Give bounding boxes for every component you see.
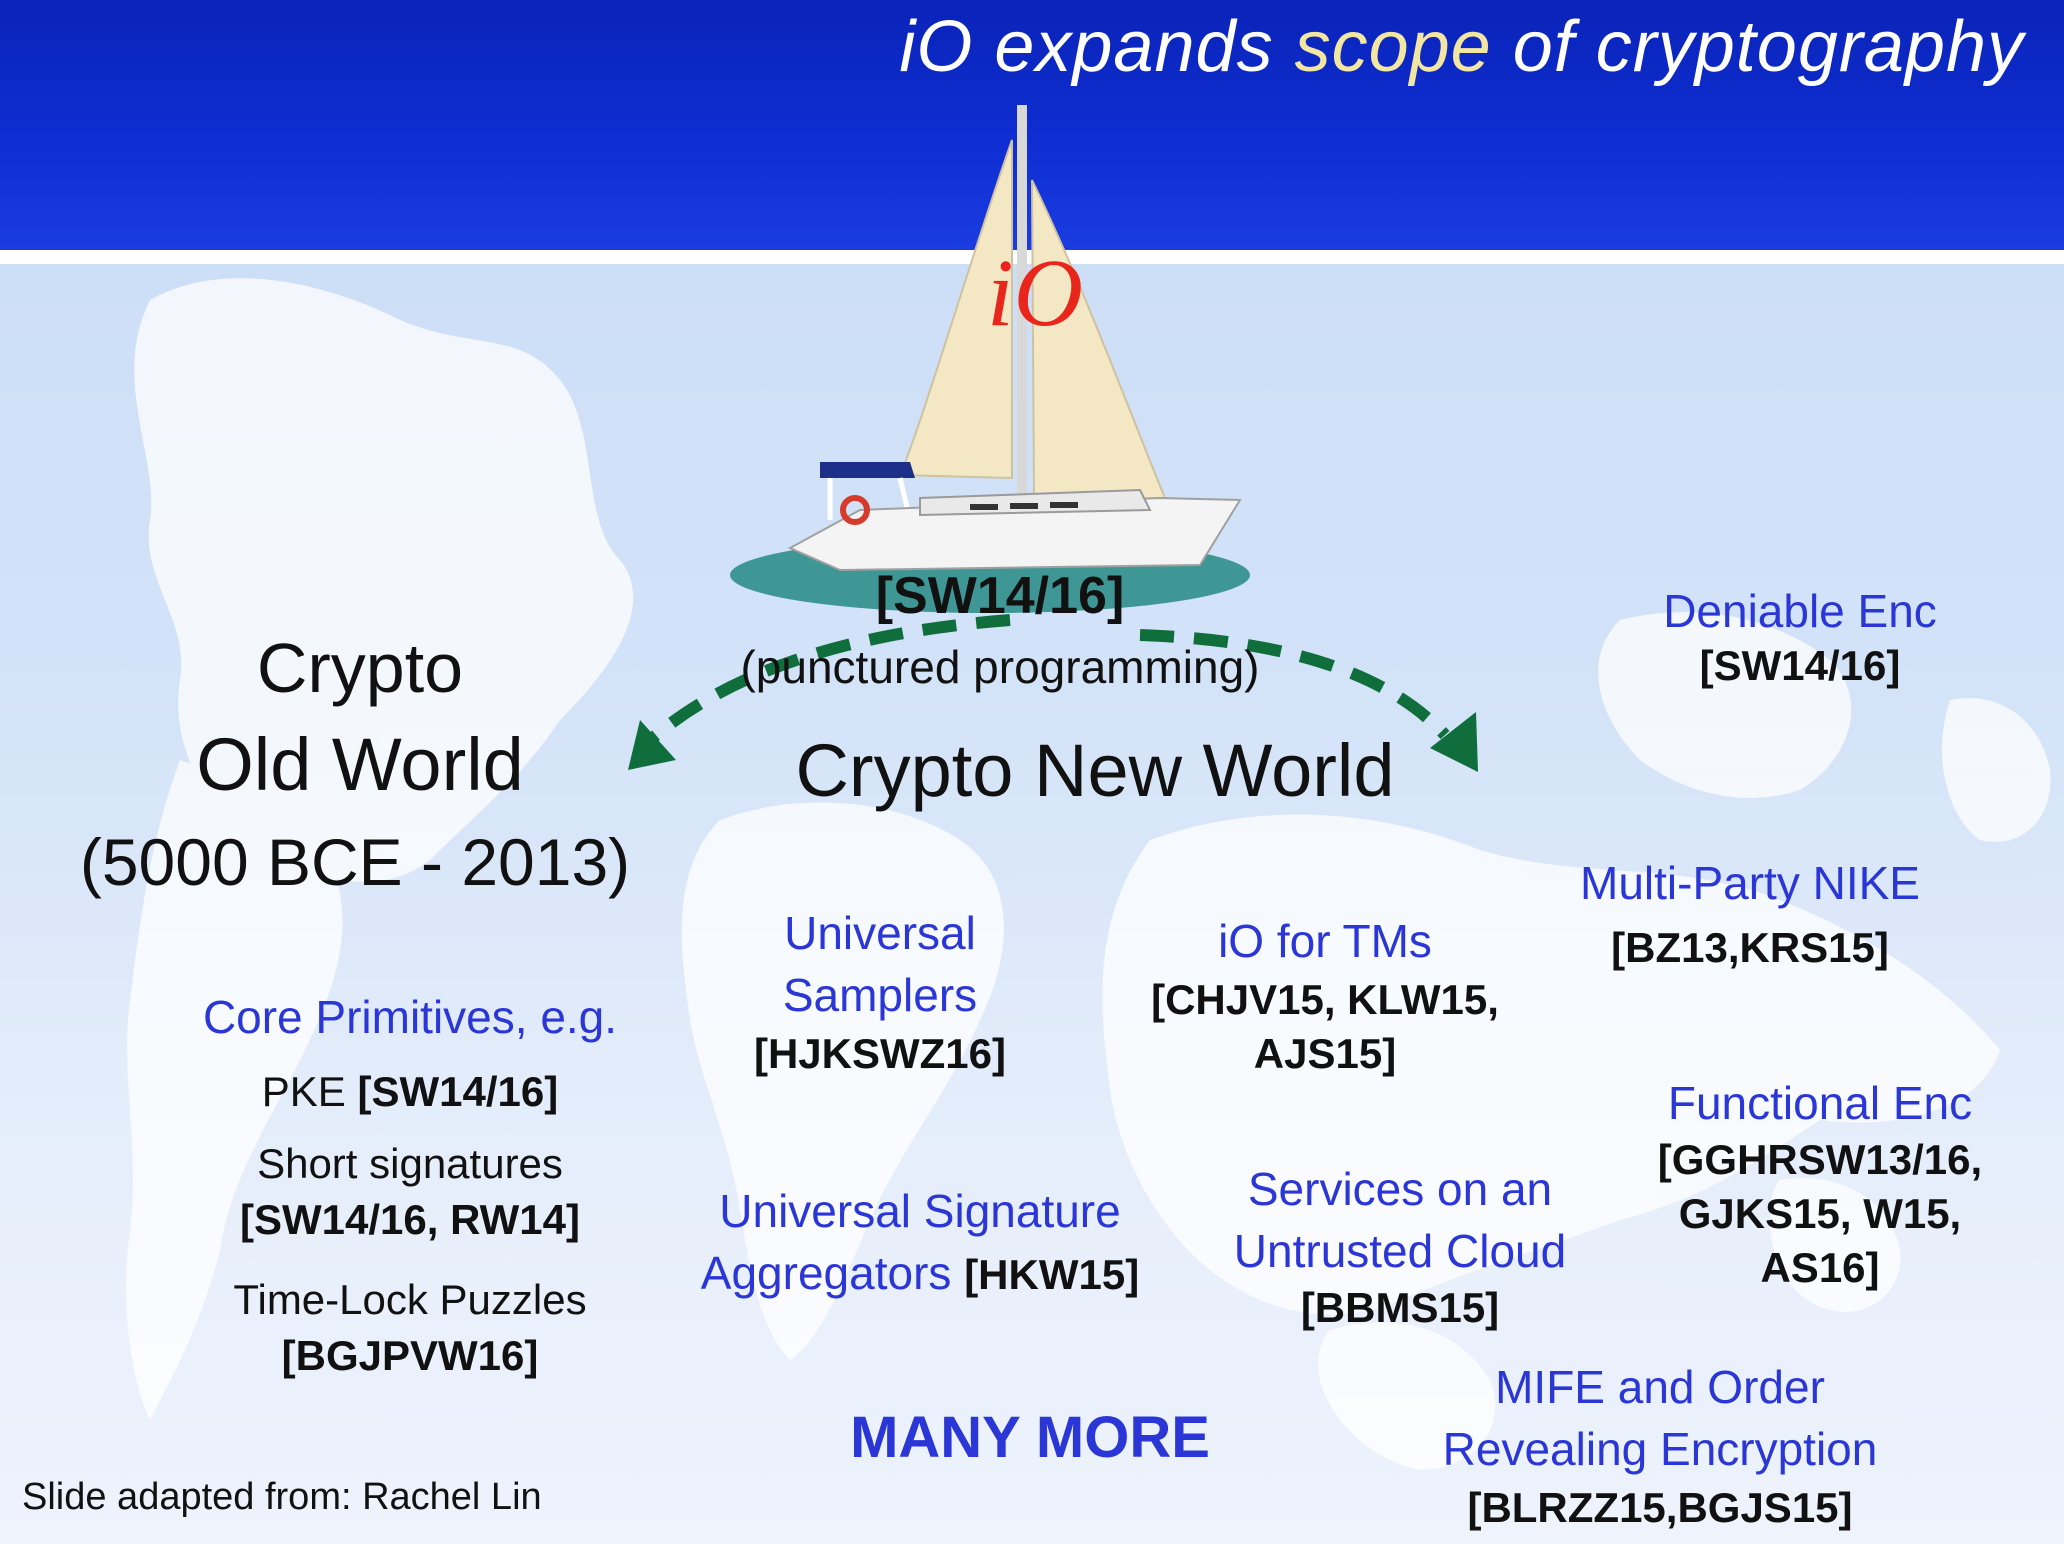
slide-credit: Slide adapted from: Rachel Lin bbox=[22, 1476, 542, 1518]
title-suffix: of cryptography bbox=[1491, 7, 2024, 87]
old-world-heading-line2: Old World bbox=[196, 723, 524, 806]
arrowhead-left bbox=[628, 720, 676, 770]
arrow-to-old-world bbox=[644, 614, 1011, 747]
deniable-enc-citation: [SW14/16] bbox=[1699, 642, 1901, 689]
functional-enc-citation-line1: [GGHRSW13/16, bbox=[1657, 1136, 1983, 1183]
core-primitives-label: Core Primitives, e.g. bbox=[202, 991, 618, 1043]
io-tms-citation-line2: AJS15] bbox=[1253, 1030, 1397, 1077]
new-world-heading: Crypto New World bbox=[795, 729, 1395, 812]
mife-line2: Revealing Encryption bbox=[1442, 1423, 1878, 1475]
untrusted-cloud-line1: Services on an bbox=[1247, 1163, 1553, 1215]
life-ring bbox=[840, 495, 870, 525]
arrowhead-right bbox=[1430, 712, 1478, 772]
universal-samplers-line2: Samplers bbox=[782, 969, 978, 1021]
untrusted-cloud-citation: [BBMS15] bbox=[1300, 1284, 1500, 1331]
pke-name: PKE bbox=[261, 1068, 358, 1115]
untrusted-cloud-line2: Untrusted Cloud bbox=[1233, 1225, 1567, 1277]
old-world-heading-line3: (5000 BCE - 2013) bbox=[79, 825, 631, 899]
functional-enc-citation-line3: AS16] bbox=[1760, 1244, 1880, 1291]
signature-aggregators-name: Aggregators bbox=[700, 1247, 965, 1299]
universal-samplers-line1: Universal bbox=[784, 907, 976, 959]
short-signatures-name: Short signatures bbox=[257, 1140, 563, 1187]
functional-enc-label: Functional Enc bbox=[1667, 1077, 1973, 1129]
mife-citation: [BLRZZ15,BGJS15] bbox=[1467, 1484, 1853, 1531]
many-more-label: MANY MORE bbox=[850, 1405, 1210, 1470]
signature-aggregators-line1: Universal Signature bbox=[719, 1185, 1121, 1237]
functional-enc-citation-line2: GJKS15, W15, bbox=[1678, 1190, 1962, 1237]
slide-title: iO expands scope of cryptography bbox=[524, 6, 2024, 88]
hull bbox=[787, 496, 1242, 572]
deniable-enc-label: Deniable Enc bbox=[1663, 585, 1937, 637]
cabin-window bbox=[970, 504, 998, 510]
bimini-top bbox=[820, 462, 915, 478]
signature-aggregators-citation: [HKW15] bbox=[964, 1251, 1140, 1298]
title-prefix: iO expands bbox=[899, 7, 1295, 87]
cabin-window bbox=[1050, 502, 1078, 508]
arrow-to-new-world bbox=[1139, 629, 1450, 740]
sailboat-illustration: iO bbox=[730, 105, 1250, 613]
title-accent-word: scope bbox=[1294, 7, 1492, 87]
short-signatures-citation: [SW14/16, RW14] bbox=[240, 1196, 580, 1243]
cabin-window bbox=[1010, 503, 1038, 509]
boat-citation: [SW14/16] bbox=[875, 567, 1125, 625]
io-tms-citation-line1: [CHJV15, KLW15, bbox=[1151, 976, 1499, 1023]
mife-line1: MIFE and Order bbox=[1495, 1361, 1825, 1413]
old-world-heading-line1: Crypto bbox=[256, 629, 464, 707]
pke-citation: [SW14/16] bbox=[357, 1068, 559, 1115]
multi-party-nike-label: Multi-Party NIKE bbox=[1580, 857, 1920, 909]
universal-samplers-citation: [HJKSWZ16] bbox=[753, 1030, 1007, 1077]
time-lock-citation: [BGJPVW16] bbox=[281, 1332, 539, 1379]
io-tms-label: iO for TMs bbox=[1218, 915, 1432, 967]
time-lock-name: Time-Lock Puzzles bbox=[233, 1276, 587, 1323]
multi-party-nike-citation: [BZ13,KRS15] bbox=[1611, 924, 1889, 971]
boat-technique: (punctured programming) bbox=[740, 641, 1260, 693]
sail-io-label: iO bbox=[987, 239, 1083, 346]
signature-aggregators-line2: Aggregators [HKW15] bbox=[660, 1246, 1180, 1300]
pke-item: PKE [SW14/16] bbox=[200, 1068, 620, 1116]
